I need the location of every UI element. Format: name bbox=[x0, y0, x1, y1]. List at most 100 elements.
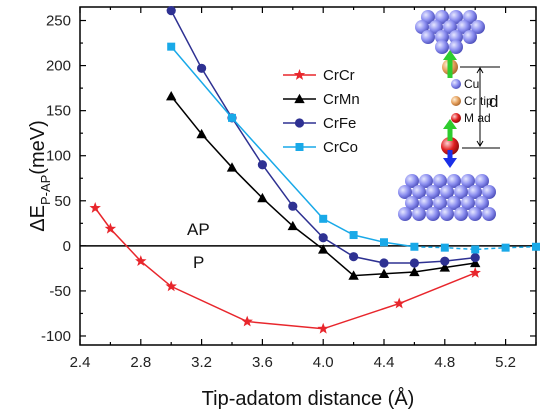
legend-marker-crmn bbox=[294, 93, 305, 104]
y-axis-title-unit: (meV) bbox=[27, 120, 49, 174]
data-point-crco bbox=[228, 113, 236, 122]
y-axis-title-subscript: P-AP bbox=[38, 175, 53, 205]
series-crfe bbox=[166, 6, 480, 268]
series-crcr bbox=[89, 202, 481, 334]
data-point-crco bbox=[380, 238, 388, 247]
inset-legend-crtip-label: Cr tip bbox=[464, 94, 493, 108]
region-label-ap: AP bbox=[187, 220, 210, 239]
data-point-crco bbox=[440, 243, 449, 252]
legend-label-crfe: CrFe bbox=[323, 115, 356, 132]
series-line-crco bbox=[170, 46, 415, 248]
surface-slab bbox=[398, 174, 496, 221]
legend-label-crco: CrCo bbox=[323, 139, 358, 156]
plot-frame bbox=[79, 6, 537, 346]
data-point-crcr bbox=[469, 266, 481, 278]
series-crco bbox=[167, 42, 540, 254]
m-adatom bbox=[441, 137, 459, 155]
data-point-crfe bbox=[257, 160, 267, 170]
inset-legend-crtip-swatch bbox=[451, 96, 461, 106]
data-point-crco bbox=[410, 242, 419, 251]
inset-legend-cu-swatch bbox=[451, 79, 461, 89]
legend-label-crmn: CrMn bbox=[323, 91, 360, 108]
data-point-crco bbox=[167, 42, 176, 51]
distance-label: d bbox=[489, 92, 498, 111]
distance-marker bbox=[460, 66, 500, 149]
legend-marker-crco bbox=[295, 143, 304, 151]
data-point-crmn bbox=[318, 244, 329, 254]
y-tick-label: 50 bbox=[54, 193, 71, 210]
adatom-spin-arrows bbox=[443, 119, 457, 168]
data-point-crmn bbox=[196, 128, 207, 139]
data-point-crfe bbox=[318, 233, 328, 243]
data-point-crmn bbox=[166, 91, 177, 101]
data-point-crmn bbox=[226, 162, 238, 172]
y-tick-label: 0 bbox=[63, 238, 71, 255]
x-tick-label: 4.8 bbox=[434, 354, 455, 371]
data-point-crco bbox=[349, 231, 358, 240]
data-point-crcr bbox=[135, 255, 147, 267]
data-point-crcr bbox=[104, 222, 117, 234]
y-axis-title: ΔEP-AP(meV) bbox=[27, 120, 53, 232]
y-tick-label: -50 bbox=[49, 283, 71, 300]
data-point-crfe bbox=[440, 256, 450, 266]
series-group bbox=[89, 6, 540, 334]
y-axis-title-symbol: ΔE bbox=[27, 205, 49, 232]
data-point-crco bbox=[319, 214, 328, 223]
data-point-crmn bbox=[409, 266, 420, 277]
data-point-crfe bbox=[288, 201, 298, 211]
data-point-crcr bbox=[241, 315, 253, 327]
data-point-crco bbox=[532, 242, 540, 251]
tip-cluster bbox=[415, 10, 485, 54]
data-point-crfe bbox=[166, 6, 176, 16]
data-point-crfe bbox=[379, 258, 389, 268]
x-tick-label: 3.6 bbox=[252, 354, 273, 371]
data-point-crcr bbox=[89, 202, 101, 213]
x-tick-label: 4.4 bbox=[374, 354, 395, 371]
x-tick-label: 4.0 bbox=[313, 354, 334, 371]
data-point-crfe bbox=[197, 63, 207, 73]
inset-legend-cu-label: Cu bbox=[464, 77, 479, 91]
inset-legend-mad-swatch bbox=[451, 113, 461, 123]
x-tick-label: 3.2 bbox=[191, 354, 212, 371]
legend-label-crcr: CrCr bbox=[323, 67, 355, 84]
y-tick-label: 250 bbox=[46, 13, 71, 30]
y-tick-label: 100 bbox=[46, 148, 71, 165]
series-line-dashed-crco bbox=[414, 246, 537, 251]
data-point-crmn bbox=[378, 268, 390, 278]
x-tick-label: 2.4 bbox=[70, 354, 91, 371]
inset-legend: Cu Cr tip M ad bbox=[451, 77, 493, 125]
inset-illustration: d Cu Cr tip M ad bbox=[398, 10, 500, 221]
data-point-crmn bbox=[470, 257, 481, 268]
data-point-crmn bbox=[348, 270, 359, 280]
legend-marker-crfe bbox=[294, 118, 305, 128]
series-crmn bbox=[166, 91, 481, 280]
x-tick-label: 2.8 bbox=[130, 354, 151, 371]
data-point-crfe bbox=[409, 258, 419, 268]
data-point-crmn bbox=[257, 192, 268, 203]
legend: CrCr CrMn CrFe CrCo bbox=[283, 67, 360, 156]
x-axis-title: Tip-adatom distance (Å) bbox=[202, 387, 415, 410]
region-label-p: P bbox=[193, 253, 204, 272]
data-point-crmn bbox=[439, 262, 450, 272]
data-point-crcr bbox=[393, 297, 405, 309]
series-line-crcr bbox=[94, 207, 476, 330]
legend-marker-crcr bbox=[293, 69, 306, 80]
y-tick-label: 150 bbox=[46, 103, 71, 120]
data-point-crco bbox=[501, 243, 510, 252]
data-point-crcr bbox=[317, 322, 329, 334]
x-tick-label: 5.2 bbox=[495, 354, 516, 371]
x-tick-labels: 2.4 2.8 3.2 3.6 4.0 4.4 4.8 5.2 bbox=[70, 354, 516, 371]
y-tick-label: 200 bbox=[46, 58, 71, 75]
y-tick-labels: 250 200 150 100 50 0 -50 -100 bbox=[41, 13, 71, 345]
data-point-crcr bbox=[165, 280, 177, 292]
y-tick-label: -100 bbox=[41, 328, 71, 345]
axis-ticks bbox=[79, 7, 537, 345]
data-point-crfe bbox=[470, 252, 480, 263]
data-point-crco bbox=[471, 245, 480, 254]
data-point-crmn bbox=[287, 220, 298, 231]
tip-spin-arrow bbox=[443, 50, 457, 78]
data-point-crfe bbox=[349, 252, 359, 262]
inset-legend-mad-label: M ad bbox=[464, 111, 491, 125]
series-line-crfe bbox=[170, 10, 476, 264]
